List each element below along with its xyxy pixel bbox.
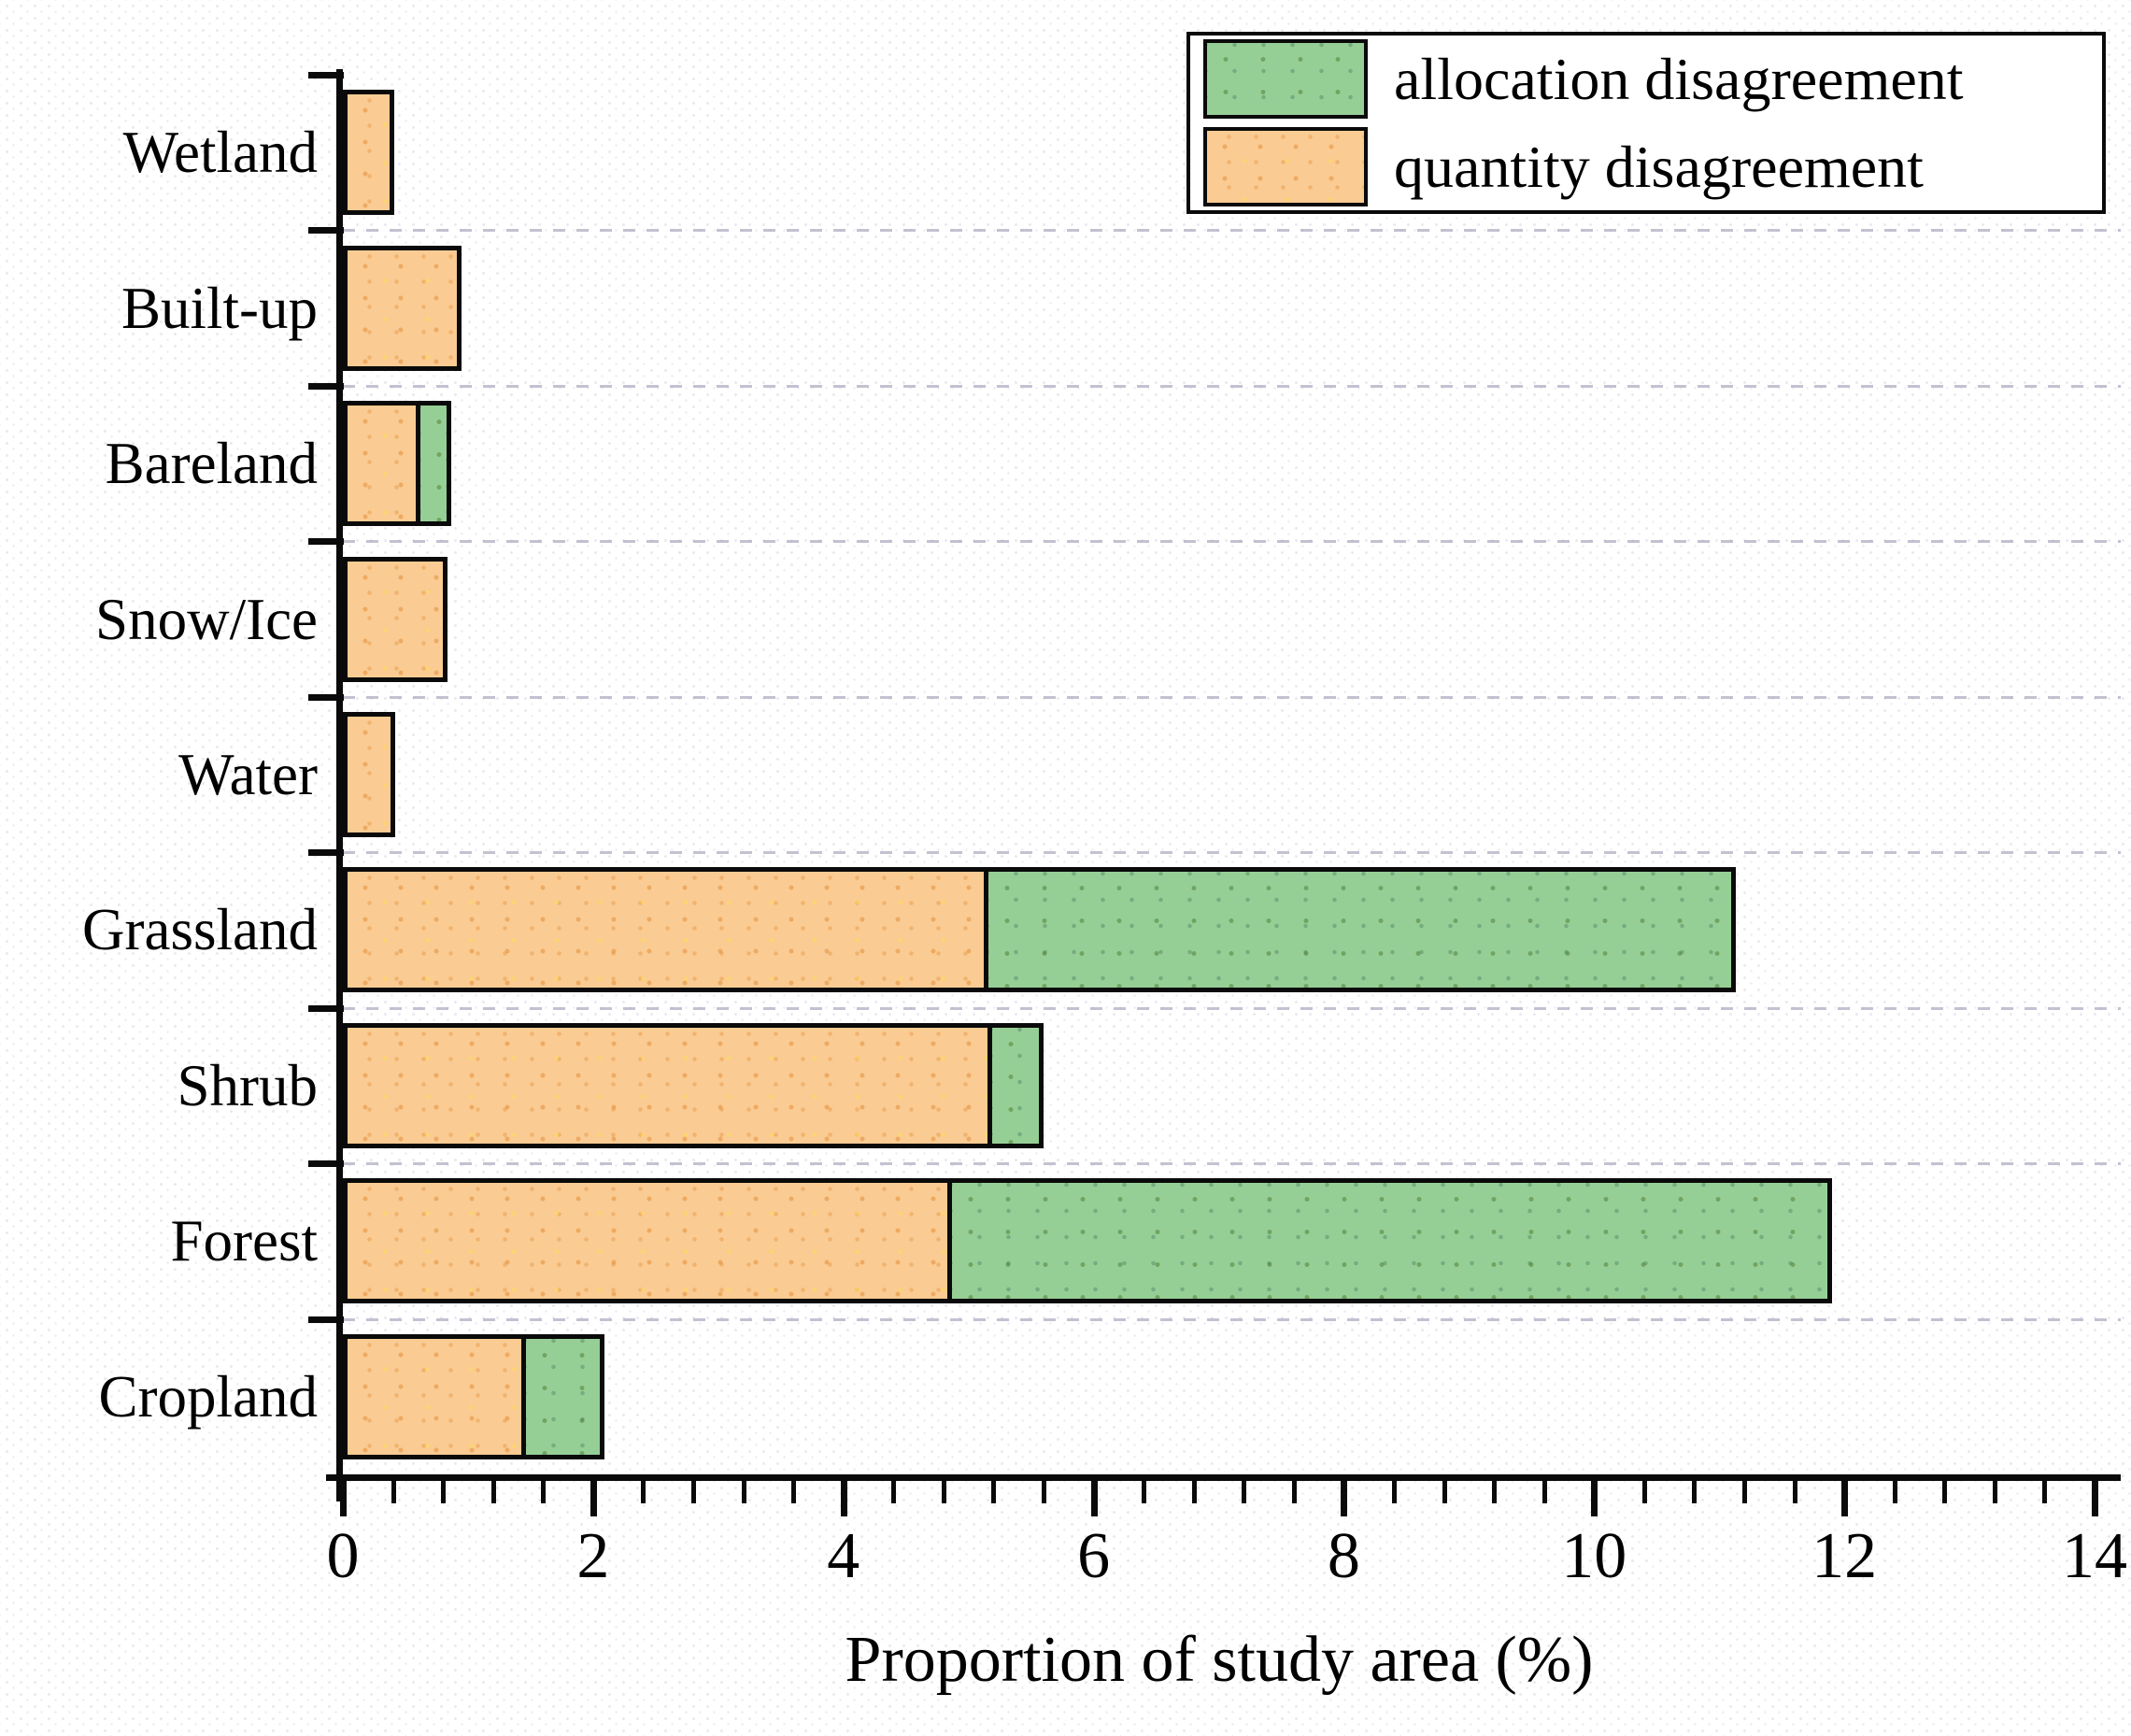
x-axis-tick-label: 6 [1077,1520,1111,1592]
y-axis-line [336,69,343,1501]
x-axis-minor-tick [641,1479,646,1503]
bar-segment-quantity [343,867,988,993]
x-axis-minor-tick [1042,1479,1046,1503]
category-label: Cropland [98,1363,318,1430]
x-axis-minor-tick [1442,1479,1447,1503]
x-axis-minor-tick [1692,1479,1698,1503]
bar-segment-allocation [521,1333,604,1459]
y-axis-tick [308,693,344,701]
category-label: Grassland [82,897,318,963]
x-axis-minor-tick [1742,1479,1747,1503]
x-axis-minor-tick [1942,1479,1948,1503]
category-label: Bareland [105,431,318,497]
x-axis-minor-tick [1291,1479,1297,1503]
x-axis-minor-tick [1242,1479,1247,1503]
x-axis-title: Proportion of study area (%) [845,1624,1594,1696]
category-label: Shrub [177,1052,318,1118]
gridline [343,1006,2121,1010]
x-axis-major-tick [340,1479,347,1516]
x-axis-minor-tick [941,1479,946,1503]
y-axis-tick [308,382,344,390]
x-axis-minor-tick [1191,1479,1197,1503]
x-axis-minor-tick [1142,1479,1147,1503]
x-axis-tick-label: 8 [1327,1520,1360,1592]
y-axis-tick [308,227,344,235]
x-axis-tick-label: 0 [326,1520,360,1592]
x-axis-line [326,1474,2121,1481]
bar-segment-quantity [343,401,420,527]
x-axis-minor-tick [891,1479,897,1503]
bar-segment-allocation [984,867,1736,993]
bar-segment-quantity [343,245,462,371]
legend-row-quantity: quantity disagreement [1203,127,2089,206]
y-axis-tick [308,538,344,546]
legend-swatch-quantity [1203,127,1368,206]
x-axis-minor-tick [441,1479,447,1503]
x-axis-tick-label: 2 [576,1520,610,1592]
y-axis-tick [308,1316,344,1323]
category-label: Built-up [121,275,318,341]
x-axis-minor-tick [791,1479,797,1503]
x-axis-major-tick [2092,1479,2098,1516]
x-axis-minor-tick [2042,1479,2048,1503]
gridline [343,1317,2121,1321]
x-axis-minor-tick [1641,1479,1647,1503]
x-axis-minor-tick [991,1479,997,1503]
legend: allocation disagreement quantity disagre… [1186,32,2106,214]
x-axis-major-tick [840,1479,847,1516]
x-axis-major-tick [1341,1479,1348,1516]
gridline [343,695,2121,699]
x-axis-minor-tick [391,1479,396,1503]
x-axis-minor-tick [1792,1479,1797,1503]
category-label: Water [178,742,318,807]
x-axis-tick-label: 4 [827,1520,860,1592]
category-label: Snow/Ice [95,586,318,652]
bar-segment-quantity [343,1022,992,1148]
x-axis-minor-tick [1392,1479,1397,1503]
legend-row-allocation: allocation disagreement [1203,39,2089,119]
x-axis-minor-tick [1492,1479,1498,1503]
x-axis-major-tick [1090,1479,1098,1516]
y-axis-tick [308,1004,344,1012]
x-axis-major-tick [1591,1479,1598,1516]
x-axis-minor-tick [541,1479,547,1503]
y-axis-tick [308,849,344,857]
x-axis-tick-label: 14 [2062,1520,2127,1592]
legend-label-quantity: quantity disagreement [1394,133,1924,200]
gridline [343,384,2121,388]
y-axis-tick [308,72,344,78]
bar-segment-allocation [416,401,451,527]
bar-segment-quantity [343,1178,952,1304]
legend-label-allocation: allocation disagreement [1394,45,1964,112]
x-axis-major-tick [1841,1479,1849,1516]
x-axis-minor-tick [741,1479,746,1503]
bar-segment-quantity [343,556,448,682]
bar-segment-quantity [343,712,395,837]
gridline [343,1162,2121,1166]
x-axis-minor-tick [691,1479,696,1503]
gridline [343,540,2121,544]
x-axis-minor-tick [490,1479,496,1503]
y-axis-tick [308,1160,344,1168]
x-axis-minor-tick [1541,1479,1547,1503]
x-axis-minor-tick [1992,1479,1997,1503]
bar-segment-allocation [947,1178,1832,1304]
bar-segment-allocation [987,1022,1044,1148]
gridline [343,229,2121,233]
x-axis-tick-label: 10 [1561,1520,1627,1592]
x-axis-minor-tick [1892,1479,1897,1503]
bar-segment-quantity [343,90,394,216]
x-axis-major-tick [590,1479,597,1516]
category-label: Forest [170,1208,319,1274]
bar-segment-quantity [343,1333,526,1459]
legend-swatch-allocation [1203,39,1368,119]
x-axis-tick-label: 12 [1811,1520,1878,1592]
category-label: Wetland [122,120,318,186]
gridline [343,851,2121,855]
